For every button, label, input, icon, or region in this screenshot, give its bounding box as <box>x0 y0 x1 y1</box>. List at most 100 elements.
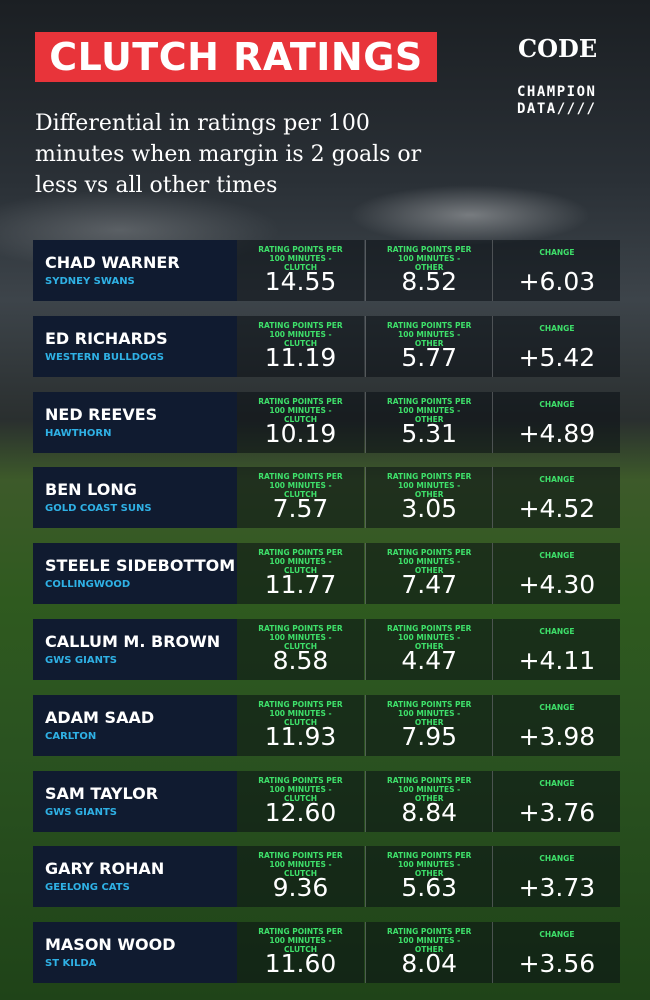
column-label: CHANGE <box>539 778 575 788</box>
stat-value: +3.56 <box>518 949 596 979</box>
team-name: WESTERN BULLDOGS <box>45 351 164 363</box>
stat-value: 8.84 <box>401 797 458 827</box>
stat-cell: RATING POINTS PER 100 MINUTES - OTHER 4.4… <box>364 619 493 680</box>
stat-value: 5.31 <box>401 418 458 448</box>
stat-value: +4.11 <box>518 646 596 675</box>
stat-cell: RATING POINTS PER 100 MINUTES - CLUTCH 8.… <box>237 619 364 680</box>
logo-text: CHAMPION <box>517 84 597 100</box>
table-row: ED RICHARDS WESTERN BULLDOGS RATING POINTS… <box>33 315 621 377</box>
stat-value: 7.47 <box>401 570 458 600</box>
player-name: GARY ROHAN <box>45 859 165 879</box>
player-name: CALLUM M. BROWN <box>45 632 221 651</box>
stat-value: 11.93 <box>264 721 337 751</box>
stat-value: +3.73 <box>518 873 596 903</box>
stat-value: 4.47 <box>401 646 458 675</box>
column-label: RATING POINTS PER 100 MINUTES - OTHER <box>386 472 472 500</box>
column-label: RATING POINTS PER 100 MINUTES - CLUTCH <box>258 320 343 348</box>
stat-cell: CHANGE +3.98 <box>492 694 621 756</box>
logo-text: DATA//// <box>517 101 597 117</box>
stat-cell: RATING POINTS PER 100 MINUTES - CLUTCH 11… <box>237 694 364 756</box>
stat-cell: CHANGE +3.56 <box>492 922 621 984</box>
player-name: ADAM SAAD <box>45 707 155 727</box>
table-row: NED REEVES HAWTHORN RATING POINTS PER 100 … <box>33 391 621 453</box>
stat-value: +4.52 <box>518 494 596 524</box>
player-box: GARY ROHAN GEELONG CATS <box>33 846 237 908</box>
stat-value: 11.19 <box>264 342 337 372</box>
player-box: ADAM SAAD CARLTON <box>33 694 237 756</box>
stat-cell: CHANGE +5.42 <box>492 315 621 377</box>
stat-cell: CHANGE +3.76 <box>492 770 621 832</box>
stat-value: +4.89 <box>518 418 596 448</box>
column-label: CHANGE <box>539 627 575 636</box>
player-box: SAM TAYLOR GWS GIANTS <box>33 770 237 832</box>
stat-cell: RATING POINTS PER 100 MINUTES - CLUTCH 7.… <box>237 467 364 529</box>
stat-value: 11.60 <box>264 949 337 979</box>
team-name: ST KILDA <box>45 958 97 970</box>
column-label: RATING POINTS PER 100 MINUTES - CLUTCH <box>258 472 343 500</box>
team-name: GWS GIANTS <box>45 806 117 818</box>
stat-cell: RATING POINTS PER 100 MINUTES - OTHER 7.4… <box>364 543 493 605</box>
stat-cell: CHANGE +6.03 <box>492 240 621 301</box>
stat-cell: RATING POINTS PER 100 MINUTES - OTHER 8.8… <box>364 770 493 832</box>
stat-value: +5.42 <box>518 342 596 372</box>
column-label: RATING POINTS PER 100 MINUTES - CLUTCH <box>258 699 343 727</box>
stat-cell: RATING POINTS PER 100 MINUTES - CLUTCH 10… <box>237 391 364 453</box>
table-row: CHAD WARNER SYDNEY SWANS RATING POINTS PER… <box>33 240 621 301</box>
stat-value: 8.58 <box>272 646 329 675</box>
team-name: SYDNEY SWANS <box>45 276 135 287</box>
stat-cell: RATING POINTS PER 100 MINUTES - CLUTCH 9.… <box>237 846 364 908</box>
column-label: CHANGE <box>539 702 575 712</box>
stat-cell: CHANGE +4.89 <box>492 391 621 453</box>
stat-value: 14.55 <box>264 267 337 296</box>
team-name: COLLINGWOOD <box>45 579 131 591</box>
column-label: RATING POINTS PER 100 MINUTES - CLUTCH <box>258 245 343 272</box>
stat-value: +4.30 <box>518 570 596 600</box>
player-name: BEN LONG <box>45 480 137 500</box>
stat-cell: CHANGE +4.52 <box>492 467 621 529</box>
player-box: CALLUM M. BROWN GWS GIANTS <box>33 619 237 680</box>
logo-champion-data: CHAMPION DATA//// <box>517 84 596 118</box>
table-row: MASON WOOD ST KILDA RATING POINTS PER 100 … <box>33 922 621 984</box>
stat-cell: RATING POINTS PER 100 MINUTES - CLUTCH 11… <box>237 543 364 605</box>
column-label: CHANGE <box>539 323 575 333</box>
column-label: RATING POINTS PER 100 MINUTES - OTHER <box>386 927 472 955</box>
stat-value: +3.98 <box>518 721 596 751</box>
stat-cell: CHANGE +3.73 <box>492 846 621 908</box>
column-label: RATING POINTS PER 100 MINUTES - OTHER <box>386 548 472 576</box>
table-row: STEELE SIDEBOTTOM COLLINGWOOD RATING POINT… <box>33 543 621 605</box>
column-label: CHANGE <box>539 399 575 409</box>
title: CLUTCH RATINGS <box>35 32 437 82</box>
team-name: GEELONG CATS <box>45 882 130 894</box>
stat-value: 10.19 <box>264 418 337 448</box>
stat-value: 11.77 <box>264 570 337 600</box>
subtitle: Differential in ratings per 100 minutes … <box>35 111 422 198</box>
stat-value: 9.36 <box>272 873 329 903</box>
column-label: RATING POINTS PER 100 MINUTES - CLUTCH <box>258 927 343 955</box>
table-row: CALLUM M. BROWN GWS GIANTS RATING POINTS P… <box>33 619 621 680</box>
column-label: RATING POINTS PER 100 MINUTES - CLUTCH <box>258 624 343 651</box>
column-label: RATING POINTS PER 100 MINUTES - CLUTCH <box>258 396 343 424</box>
player-name: ED RICHARDS <box>45 328 168 348</box>
stat-cell: RATING POINTS PER 100 MINUTES - OTHER 5.7… <box>364 315 493 377</box>
logo-code: CODE <box>518 34 598 63</box>
table-row: BEN LONG GOLD COAST SUNS RATING POINTS PER… <box>33 467 621 529</box>
stat-cell: RATING POINTS PER 100 MINUTES - OTHER 5.6… <box>364 846 493 908</box>
player-box: BEN LONG GOLD COAST SUNS <box>33 467 237 529</box>
stat-value: 8.04 <box>401 949 458 979</box>
stat-cell: RATING POINTS PER 100 MINUTES - CLUTCH 11… <box>237 315 364 377</box>
column-label: RATING POINTS PER 100 MINUTES - OTHER <box>386 245 472 272</box>
column-label: RATING POINTS PER 100 MINUTES - OTHER <box>386 624 472 651</box>
column-label: RATING POINTS PER 100 MINUTES - OTHER <box>386 320 472 348</box>
table-row: ADAM SAAD CARLTON RATING POINTS PER 100 MI… <box>33 694 621 756</box>
column-label: CHANGE <box>539 551 575 561</box>
column-label: RATING POINTS PER 100 MINUTES - CLUTCH <box>258 548 343 576</box>
player-name: SAM TAYLOR <box>45 783 159 803</box>
player-name: MASON WOOD <box>45 935 176 955</box>
player-box: CHAD WARNER SYDNEY SWANS <box>33 240 237 301</box>
stat-value: 8.52 <box>401 267 458 296</box>
column-label: CHANGE <box>539 475 575 485</box>
stat-value: 5.63 <box>401 873 458 903</box>
column-label: RATING POINTS PER 100 MINUTES - CLUTCH <box>258 775 343 803</box>
team-name: HAWTHORN <box>45 427 112 439</box>
